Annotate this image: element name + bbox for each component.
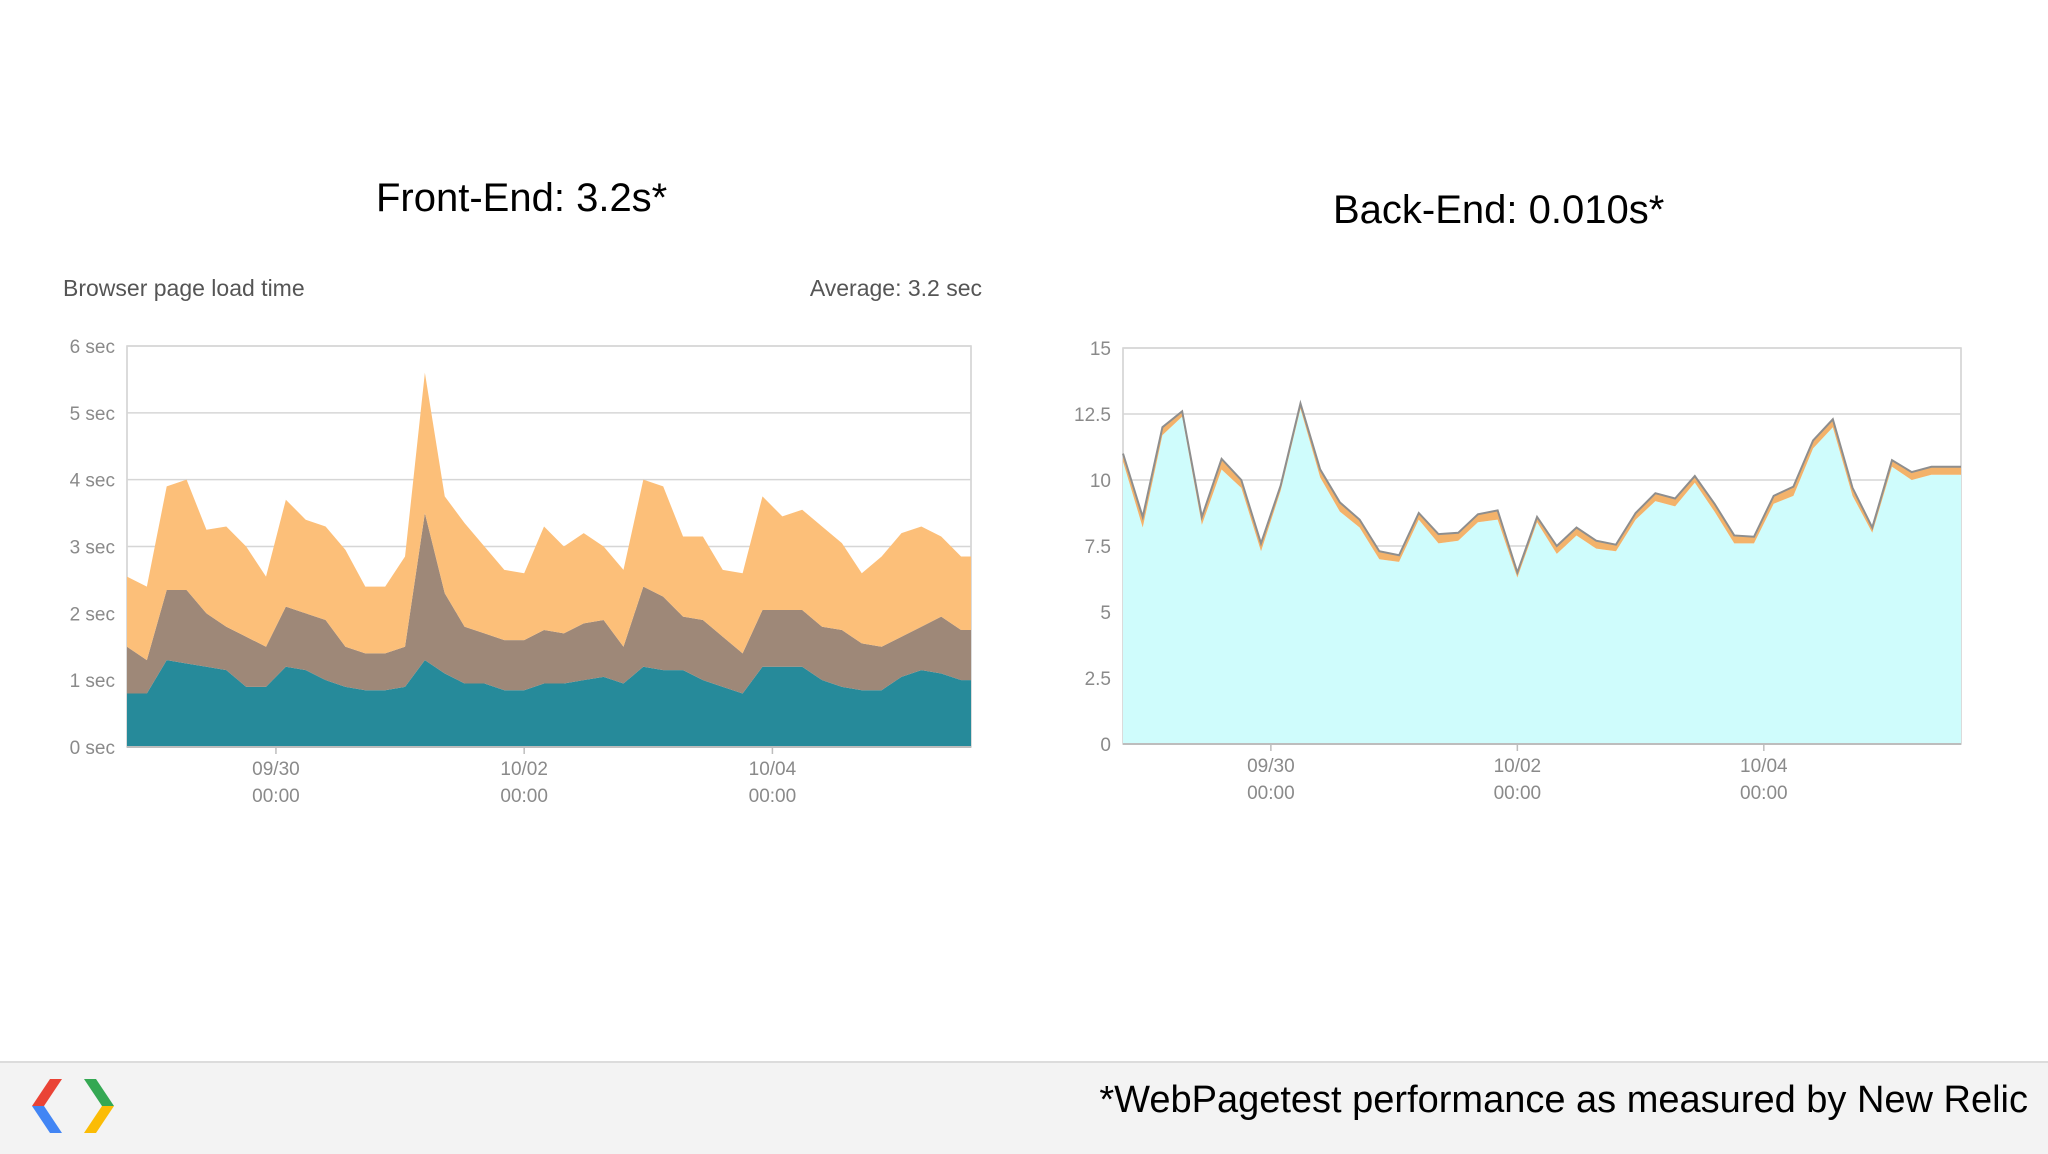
series-top-line: [1122, 399, 1961, 576]
y-tick-label: 1 sec: [70, 671, 115, 692]
area-series-2: [127, 513, 971, 694]
area-series-1: [1123, 408, 1961, 744]
footer-bar: [0, 1061, 2048, 1154]
y-tick-label: 12.5: [1074, 405, 1111, 426]
x-tick-label-time: 00:00: [252, 786, 300, 807]
y-tick-label: 4 sec: [70, 471, 115, 492]
y-tick-label: 15: [1090, 339, 1111, 360]
y-tick-label: 0: [1100, 735, 1111, 756]
area-series-1: [127, 660, 971, 747]
y-tick-label: 2 sec: [70, 604, 115, 625]
x-tick-label-date: 09/30: [1247, 756, 1295, 777]
x-tick-label-date: 10/04: [749, 759, 797, 780]
y-tick-label: 2.5: [1085, 669, 1111, 690]
footnote: *WebPagetest performance as measured by …: [1099, 1079, 2028, 1121]
front-end-average-label: Average: 3.2 sec: [809, 275, 982, 301]
front-end-title: Front-End: 3.2s*: [376, 176, 668, 220]
x-tick-label-time: 00:00: [1740, 783, 1788, 804]
y-tick-label: 5: [1100, 603, 1111, 624]
x-tick-label-time: 00:00: [500, 786, 548, 807]
y-tick-label: 6 sec: [70, 337, 115, 358]
x-tick-label-date: 10/02: [1494, 756, 1542, 777]
y-tick-label: 10: [1090, 471, 1111, 492]
back-end-title: Back-End: 0.010s*: [1333, 188, 1665, 232]
y-tick-label: 3 sec: [70, 538, 115, 559]
area-series-3: [127, 372, 971, 661]
x-tick-label-date: 09/30: [252, 759, 300, 780]
x-tick-label-time: 00:00: [1494, 783, 1542, 804]
front-end-area-chart: 0 sec 1 sec 2 sec 3 sec 4 sec 5 sec 6 sec 09/30…: [70, 337, 972, 807]
x-tick-label-date: 10/04: [1740, 756, 1788, 777]
x-tick-label-time: 00:00: [1247, 783, 1295, 804]
x-tick-label-date: 10/02: [500, 759, 548, 780]
area-series-2: [1123, 403, 1961, 578]
y-tick-label: 0 sec: [70, 738, 115, 759]
y-tick-label: 5 sec: [70, 404, 115, 425]
front-end-chart-title: Browser page load time: [63, 275, 305, 301]
y-tick-label: 7.5: [1085, 537, 1111, 558]
google-developers-logo-icon: [32, 1079, 114, 1133]
x-tick-label-time: 00:00: [749, 786, 797, 807]
back-end-area-chart: 0 2.5 5 7.5 10 12.5 15 09/30 00:00 10/02 00:00 10/0…: [1074, 339, 1962, 804]
